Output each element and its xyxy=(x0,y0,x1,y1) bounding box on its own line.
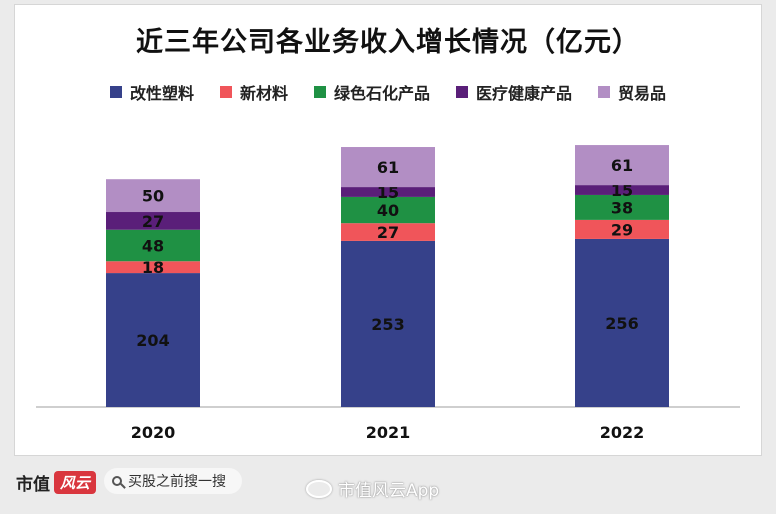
data-label: 61 xyxy=(377,158,399,177)
bar-segment xyxy=(575,238,669,407)
bar-segment xyxy=(106,212,200,230)
bar-segment xyxy=(341,147,435,188)
legend-item: 医疗健康产品 xyxy=(456,80,572,104)
bar-segment xyxy=(575,219,669,239)
legend-swatch xyxy=(313,86,326,98)
legend-label: 新材料 xyxy=(239,84,288,103)
search-icon xyxy=(112,476,122,486)
data-label: 15 xyxy=(611,181,633,200)
bar-segment xyxy=(575,145,669,186)
footer-bar: 市值 风云 买股之前搜一搜 市值风云App xyxy=(0,458,776,514)
bar-segment xyxy=(106,179,200,213)
data-label: 38 xyxy=(611,198,633,217)
legend-label: 医疗健康产品 xyxy=(476,84,573,103)
legend-swatch xyxy=(219,86,232,98)
bar-segment xyxy=(341,196,435,224)
data-label: 29 xyxy=(611,220,633,239)
bar-segment xyxy=(341,187,435,197)
weibo-icon xyxy=(306,479,332,498)
x-tick-label: 2022 xyxy=(600,423,645,442)
brand-logo[interactable]: 市值 风云 xyxy=(16,470,97,495)
data-label: 253 xyxy=(371,315,404,334)
legend-item: 绿色石化产品 xyxy=(313,80,430,104)
legend-swatch xyxy=(109,86,122,98)
bar-segment xyxy=(341,240,435,407)
x-tick-label: 2021 xyxy=(366,423,411,442)
watermark: 市值风云App xyxy=(306,476,439,501)
legend-label: 贸易品 xyxy=(618,84,667,103)
data-label: 15 xyxy=(377,183,399,202)
chart-title: 近三年公司各业务收入增长情况（亿元） xyxy=(136,27,640,58)
search-placeholder: 买股之前搜一搜 xyxy=(128,474,226,490)
data-label: 40 xyxy=(377,201,399,220)
watermark-text: 市值风云App xyxy=(338,481,440,501)
bar-segment xyxy=(106,273,200,407)
data-label: 256 xyxy=(605,314,638,333)
data-label: 27 xyxy=(377,223,399,242)
data-label: 50 xyxy=(142,187,164,206)
data-label: 48 xyxy=(142,237,164,256)
legend-item: 改性塑料 xyxy=(109,80,194,104)
bar-segment xyxy=(106,261,200,274)
data-label: 18 xyxy=(142,258,164,277)
brand-box: 风云 xyxy=(54,471,97,494)
legend-swatch xyxy=(456,86,468,98)
x-tick-label: 2020 xyxy=(131,423,176,442)
brand-name: 市值 xyxy=(16,475,50,495)
bar-segment xyxy=(341,223,435,241)
bar-segment xyxy=(106,229,200,262)
legend-item: 贸易品 xyxy=(598,80,666,104)
legend-label: 改性塑料 xyxy=(129,84,194,103)
data-label: 27 xyxy=(142,212,164,231)
legend-item: 新材料 xyxy=(219,80,288,104)
legend-label: 绿色石化产品 xyxy=(333,84,430,103)
data-label: 61 xyxy=(611,156,633,175)
bar-segment xyxy=(575,194,669,220)
data-label: 204 xyxy=(136,331,169,350)
legend-swatch xyxy=(598,86,611,98)
stacked-bar-plot: 2041848275020202532740156120212562938156… xyxy=(36,145,740,442)
bar-segment xyxy=(575,185,669,195)
chart-legend: 改性塑料 新材料 绿色石化产品 医疗健康产品 贸易品 xyxy=(0,80,776,104)
search-input[interactable]: 买股之前搜一搜 xyxy=(104,468,242,494)
